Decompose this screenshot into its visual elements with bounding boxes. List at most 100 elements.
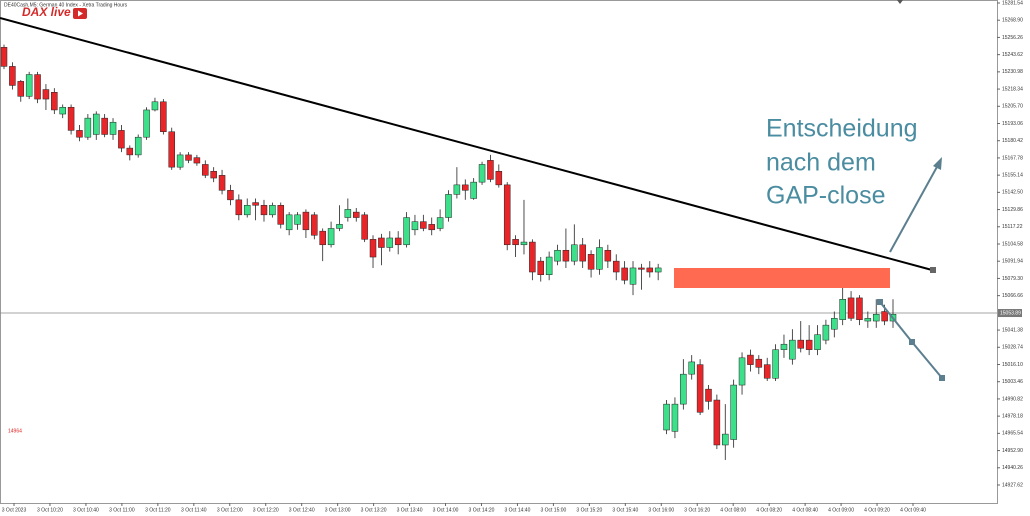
candle-body: [9, 66, 16, 86]
candle-body: [654, 267, 662, 273]
candle-body: [596, 247, 603, 270]
candle-body: [612, 260, 620, 273]
candle-body: [294, 214, 301, 225]
candle-body: [462, 184, 469, 191]
candle-body: [42, 89, 50, 100]
chart-title: DE40Cash,M5: German 40 Index - Xetra Tra…: [4, 2, 128, 8]
y-tick-label: 14952.90: [1002, 448, 1023, 454]
candle-body: [529, 241, 536, 273]
x-tick-label: 3 Oct 13:20: [361, 507, 387, 513]
x-tick-label: 3 Oct 13:00: [325, 507, 351, 513]
candle-body: [445, 194, 452, 218]
candle-body: [537, 260, 545, 275]
candle-body: [319, 230, 326, 246]
candle-body: [864, 318, 872, 322]
arrow-up: [889, 164, 939, 253]
candle-body: [0, 47, 8, 67]
candle-body: [235, 199, 243, 216]
candle-body: [59, 106, 66, 115]
candle-body: [520, 241, 528, 246]
candle-body: [671, 403, 679, 432]
candle-body: [160, 101, 167, 132]
candle-body: [252, 202, 259, 206]
candle-body: [780, 343, 788, 350]
arrow-down-marker: [909, 339, 915, 345]
candle-body: [17, 81, 25, 97]
x-tick-label: 3 Oct 12:00: [217, 507, 243, 513]
candle-body: [243, 205, 251, 216]
candle-body: [428, 224, 435, 231]
candle-body: [797, 339, 804, 349]
y-tick-label: 15205.70: [1002, 104, 1023, 110]
x-tick-label: 3 Oct 14:00: [433, 507, 459, 513]
candle-body: [336, 224, 343, 229]
y-tick-label: 14927.62: [1002, 482, 1023, 488]
candle-body: [872, 313, 880, 322]
gap-zone: [674, 268, 890, 288]
y-tick-label: 15281.54: [1002, 0, 1023, 6]
annotation: nach dem: [766, 149, 876, 177]
candle-body: [587, 254, 595, 270]
arrow-down-marker: [939, 375, 945, 381]
x-tick-label: 3 Oct 16:20: [684, 507, 710, 513]
x-tick-label: 3 Oct 10:40: [73, 507, 99, 513]
candle-body: [51, 92, 58, 111]
candle-body: [470, 181, 477, 199]
x-tick-label: 3 Oct 12:20: [253, 507, 279, 513]
candle-body: [185, 154, 192, 161]
y-tick-label: 15104.58: [1002, 241, 1023, 247]
candle-body: [420, 221, 427, 229]
y-tick-label: 15180.42: [1002, 138, 1023, 144]
candle-body: [403, 217, 410, 246]
candle-body: [747, 354, 754, 365]
y-tick-label: 15003.46: [1002, 379, 1023, 385]
candle-body: [218, 175, 226, 191]
candle-body: [93, 113, 100, 135]
x-tick-label: 3 Oct 14:40: [505, 507, 531, 513]
candle-body: [814, 334, 821, 350]
candle-body: [621, 267, 628, 281]
x-tick-label: 3 Oct 11:40: [181, 507, 207, 513]
candle-body: [202, 164, 209, 176]
arrow-up-head: [933, 157, 942, 170]
trend-end-marker: [930, 267, 936, 273]
candle-body: [143, 109, 150, 138]
y-tick-label: 15268.90: [1002, 18, 1023, 24]
arrow-down-marker: [877, 299, 883, 305]
y-tick-label: 15041.38: [1002, 327, 1023, 333]
x-tick-label: 3 Oct 15:40: [612, 507, 638, 513]
candle-body: [369, 239, 377, 258]
x-tick-label: 4 Oct 08:40: [792, 507, 818, 513]
candle-body: [772, 349, 779, 379]
candle-body: [361, 214, 368, 240]
y-tick-label: 15028.74: [1002, 345, 1023, 351]
candle-body: [554, 249, 561, 262]
candle-body: [503, 184, 511, 246]
candle-body: [629, 267, 637, 285]
candle-body: [839, 299, 846, 320]
candle-body: [579, 244, 586, 262]
candle-body: [562, 249, 570, 262]
candle-body: [386, 237, 394, 248]
candle-body: [84, 117, 92, 138]
price-note: 14964: [8, 428, 22, 434]
candle-body: [881, 311, 888, 322]
candle-body: [168, 131, 175, 168]
candle-body: [411, 221, 419, 231]
candle-body: [210, 170, 217, 179]
candle-body: [713, 399, 721, 446]
candle-body: [327, 228, 335, 246]
y-tick-label: 15155.14: [1002, 172, 1023, 178]
candle-body: [25, 74, 33, 97]
y-tick-label: 14978.18: [1002, 413, 1023, 419]
candle-body: [151, 101, 159, 111]
plot: [0, 44, 997, 460]
logo: DAX live: [22, 5, 71, 19]
x-tick-label: 3 Oct 14:20: [469, 507, 495, 513]
x-tick-label: 3 Oct 15:20: [576, 507, 602, 513]
candle-body: [763, 364, 771, 379]
x-tick-label: 3 Oct 2023: [2, 507, 27, 513]
candle-body: [512, 239, 519, 246]
candle-body: [847, 297, 855, 319]
